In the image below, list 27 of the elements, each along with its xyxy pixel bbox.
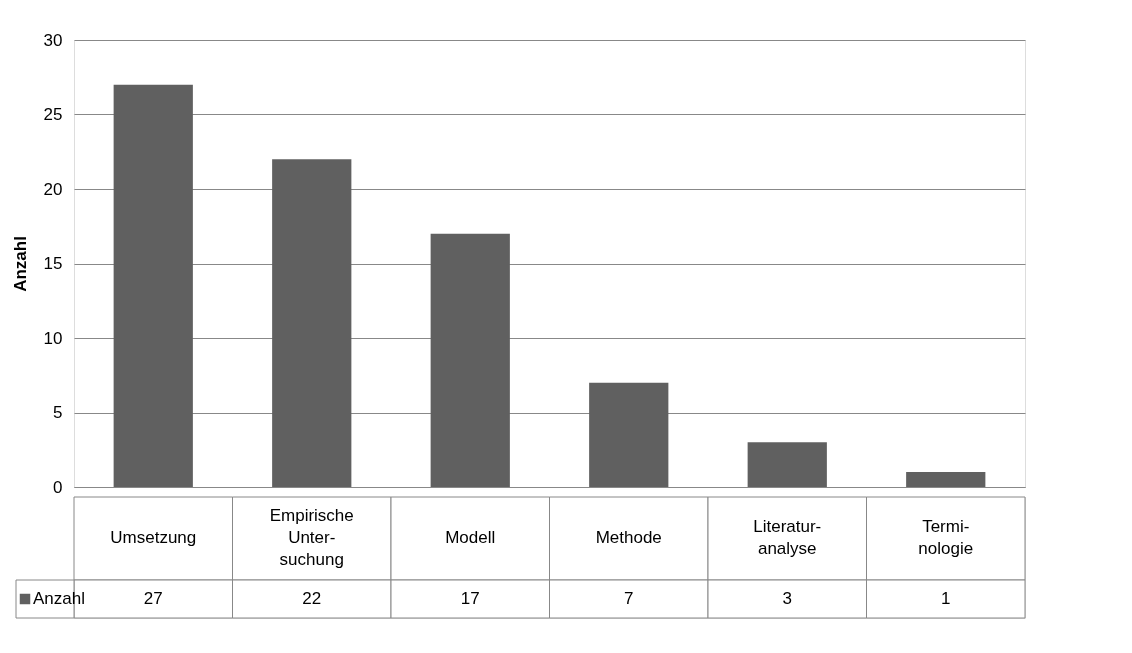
y-tick-label: 20	[43, 179, 63, 199]
data-label: 1	[941, 589, 951, 608]
y-axis-title: Anzahl	[10, 236, 30, 292]
x-tick-label: Termi- nologie	[918, 517, 974, 558]
bar	[906, 472, 986, 487]
bar	[113, 84, 193, 487]
x-tick-label: Literatur- analyse	[753, 517, 822, 558]
data-label: 7	[624, 589, 634, 608]
x-tick-label: Umsetzung	[110, 528, 197, 547]
bar	[589, 382, 669, 487]
y-tick-label: 5	[53, 403, 63, 422]
data-label: 22	[302, 589, 322, 608]
data-label: 3	[782, 589, 792, 608]
y-tick-label: 25	[43, 105, 63, 124]
y-tick-label: 30	[43, 30, 63, 50]
legend-label: Anzahl	[33, 589, 85, 608]
x-tick-label: Empirische Unter- suchung	[269, 506, 354, 569]
x-tick-label: Methode	[595, 528, 662, 547]
data-label: 27	[143, 589, 163, 608]
bar	[747, 442, 827, 487]
data-label: 17	[460, 589, 480, 608]
x-tick-label: Modell	[445, 528, 496, 547]
bar	[272, 159, 352, 487]
y-tick-label: 0	[53, 477, 63, 497]
y-tick-label: 10	[43, 328, 63, 348]
bar	[430, 233, 510, 487]
y-tick-label: 15	[43, 254, 63, 273]
